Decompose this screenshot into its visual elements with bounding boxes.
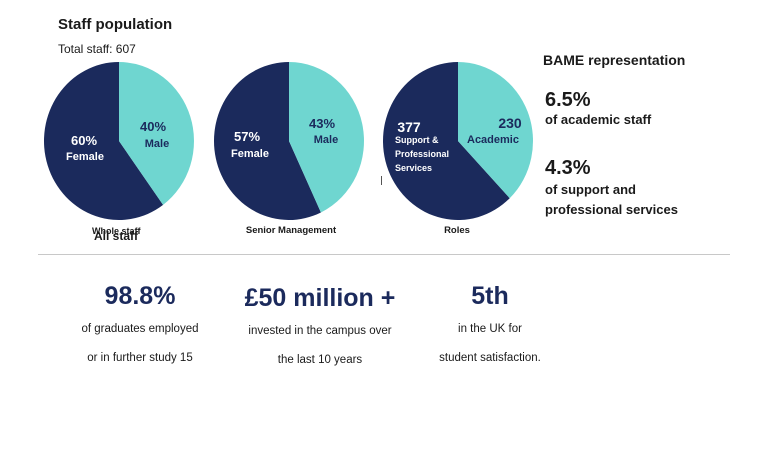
bame-support-desc: of support and professional services [545, 182, 678, 217]
stat-desc-line2: or in further study 15 [87, 352, 193, 364]
stat-investment: £50 million + invested in the campus ove… [222, 284, 418, 375]
bame-support-value: 4.3% [545, 157, 591, 179]
pie-caption-senior-management: Senior Management [245, 225, 337, 236]
stat-graduates: 98.8% of graduates employed or in furthe… [60, 282, 220, 373]
pie-label-line: Services [395, 163, 432, 173]
pie-label-line: Support & [395, 135, 439, 145]
total-staff-label: Total staff: 607 [58, 42, 136, 56]
bame-title: BAME representation [543, 52, 686, 68]
pie-slice-academic [458, 62, 533, 199]
pie-slice-male [119, 62, 194, 205]
pie-label-line: Professional [395, 149, 449, 159]
stat-satisfaction: 5th in the UK for student satisfaction. [415, 282, 565, 373]
pie-slice-female [213, 62, 321, 220]
bame-academic-value: 6.5% [545, 89, 591, 111]
stat-value: £50 million + [244, 284, 396, 312]
pie-value-male: 40% [140, 119, 166, 134]
pie-label-male: Male [145, 138, 169, 150]
pie-label-female: Female [231, 148, 269, 160]
pie-caption-all-staff: All staff [94, 229, 139, 243]
pie-label-male: Male [314, 134, 338, 146]
pie-value-male: 43% [309, 116, 335, 131]
pie-slice-support [382, 62, 510, 220]
axis-tick-mark [381, 176, 382, 185]
stat-desc-line2: the last 10 years [277, 354, 363, 366]
stat-desc-line1: of graduates employed [81, 323, 199, 335]
pie-value-academic: 230 [498, 115, 522, 131]
pie-chart-roles: 377 Support & Professional Services 230 Ac… [382, 62, 533, 220]
pie-value-female: 60% [71, 133, 97, 148]
pie-chart-senior-management: 57% Female 43% Male [213, 62, 364, 220]
pie-label-female: Female [66, 151, 104, 163]
pie-chart-whole-staff: 60% Female 40% Male [43, 62, 194, 220]
stat-desc-line1: in the UK for [458, 323, 522, 335]
pie-value-female: 57% [234, 129, 260, 144]
bame-academic-desc: of academic staff [545, 112, 652, 127]
pie-label-academic: Academic [467, 134, 519, 146]
pie-caption-roles: Roles [444, 225, 470, 236]
section-divider [38, 254, 730, 255]
pie-label-support: Support & Professional Services [395, 135, 449, 173]
stat-value: 98.8% [104, 282, 176, 310]
pie-caption-whole-staff: Whole staff [92, 226, 141, 236]
stat-desc-line1: invested in the campus over [248, 325, 392, 337]
pie-slice-female [43, 62, 164, 220]
stat-value: 5th [471, 282, 509, 310]
pie-value-support: 377 [397, 119, 421, 135]
page-title: Staff population [58, 16, 173, 33]
stat-desc-line2: student satisfaction. [439, 352, 541, 364]
pie-slice-male [289, 62, 364, 213]
